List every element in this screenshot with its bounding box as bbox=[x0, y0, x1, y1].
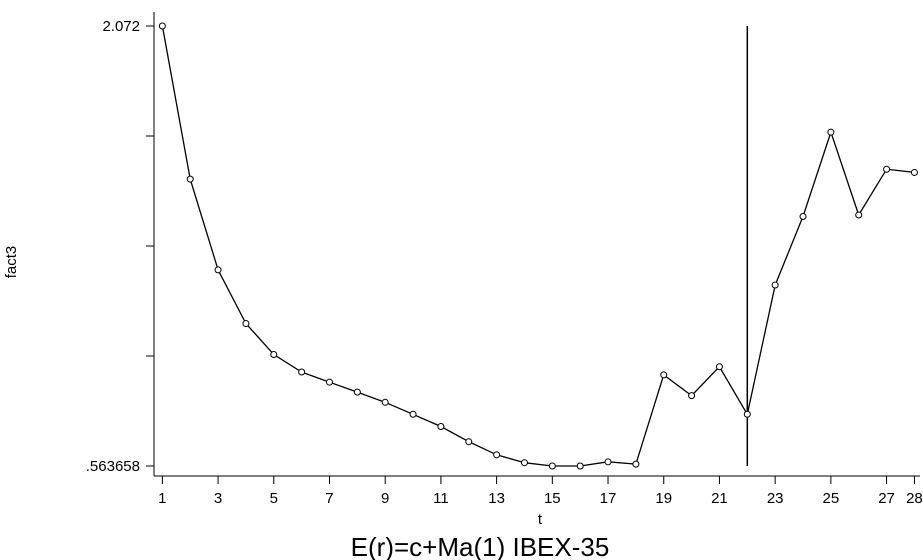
x-tick-label: 7 bbox=[325, 490, 333, 507]
x-axis-title: t bbox=[538, 511, 543, 528]
data-point bbox=[186, 175, 194, 183]
data-point bbox=[576, 462, 584, 470]
data-point bbox=[910, 168, 918, 176]
x-tick-label: 15 bbox=[544, 490, 561, 507]
x-tick-label: 1 bbox=[158, 490, 166, 507]
chart-marks bbox=[158, 22, 918, 470]
x-tick-label: 21 bbox=[711, 490, 728, 507]
data-point bbox=[493, 451, 501, 459]
data-point bbox=[855, 211, 863, 219]
x-tick-label: 27 bbox=[878, 490, 895, 507]
data-point bbox=[325, 378, 333, 386]
chart-title: E(r)=c+Ma(1) IBEX-35 bbox=[351, 532, 610, 560]
y-tick-label: .563658 bbox=[86, 458, 140, 475]
data-point bbox=[660, 371, 668, 379]
series-line bbox=[161, 25, 915, 467]
data-point bbox=[771, 281, 779, 289]
data-point bbox=[715, 363, 723, 371]
data-point bbox=[688, 392, 696, 400]
x-tick-label: 9 bbox=[381, 490, 389, 507]
data-point bbox=[799, 212, 807, 220]
x-tick-label: 3 bbox=[214, 490, 222, 507]
x-tick-label: 19 bbox=[655, 490, 672, 507]
data-point bbox=[743, 410, 751, 418]
x-tick-label: 23 bbox=[767, 490, 784, 507]
data-point bbox=[604, 458, 612, 466]
data-point bbox=[298, 368, 306, 376]
x-tick-label: 17 bbox=[600, 490, 617, 507]
data-point bbox=[437, 423, 445, 431]
data-point bbox=[465, 438, 473, 446]
data-point bbox=[270, 350, 278, 358]
y-tick-label: 2.072 bbox=[102, 18, 140, 35]
data-point bbox=[883, 165, 891, 173]
x-tick-label: 13 bbox=[488, 490, 505, 507]
x-tick-label: 25 bbox=[823, 490, 840, 507]
y-axis-title: fact3 bbox=[3, 246, 20, 279]
x-tick-label: 5 bbox=[270, 490, 278, 507]
x-tick-label: 11 bbox=[433, 490, 449, 507]
data-point bbox=[520, 459, 528, 467]
data-point bbox=[548, 462, 556, 470]
x-tick-label: 28 bbox=[906, 490, 923, 507]
data-point bbox=[158, 22, 166, 30]
data-point bbox=[409, 410, 417, 418]
data-point bbox=[353, 388, 361, 396]
data-point bbox=[242, 320, 250, 328]
data-point bbox=[632, 460, 640, 468]
data-point bbox=[381, 398, 389, 406]
data-point bbox=[214, 266, 222, 274]
data-point bbox=[827, 128, 835, 136]
